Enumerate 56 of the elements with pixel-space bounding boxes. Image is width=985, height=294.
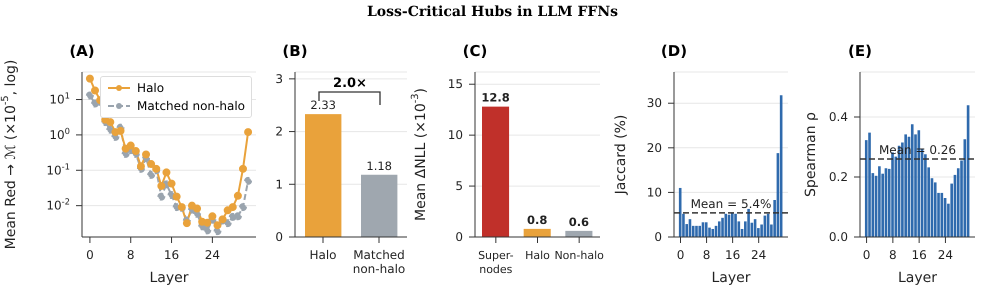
data-label: 1.18 <box>366 158 392 173</box>
x-tick-label: 16 <box>912 248 927 262</box>
y-tick-label: 2 <box>275 124 283 139</box>
chart-title: (C) <box>462 42 488 60</box>
y-tick-label: 10$^{1}$ <box>49 90 70 107</box>
y-tick-label: 0.2 <box>828 170 848 184</box>
x-tick-label: 8 <box>126 248 135 262</box>
chart-title: (D) <box>660 42 688 60</box>
legend-label: Matched non-halo <box>137 98 245 115</box>
y-tick-label: 0.4 <box>828 110 848 124</box>
x-tick-label: 24 <box>204 248 220 262</box>
y-tick-label: 10$^{0}$ <box>49 126 70 142</box>
x-axis-title: Layer <box>711 270 751 286</box>
y-tick-label: 10$^{-2}$ <box>46 196 70 213</box>
chart-title: (A) <box>68 42 96 60</box>
y-tick-label: 10$^{-1}$ <box>46 161 70 178</box>
y-tick-label: 3 <box>275 72 283 86</box>
annotation: 2.0× <box>332 76 368 91</box>
chart-title: (B) <box>281 42 309 60</box>
x-tick-label: 0 <box>86 248 94 262</box>
x-tick-label: 8 <box>889 248 897 262</box>
x-tick-label: 0 <box>676 248 684 262</box>
y-tick-label: 0.0 <box>828 230 848 244</box>
data-label: 0.6 <box>568 214 590 229</box>
x-tick-label: 8 <box>702 248 710 262</box>
data-label: 0.8 <box>527 212 548 227</box>
y-tick-label: 30 <box>646 96 662 110</box>
x-tick-label: 0 <box>862 248 870 262</box>
x-tick-label: Matched non-halo <box>352 248 406 276</box>
legend-label: Halo <box>137 80 164 97</box>
y-tick-label: 15 <box>448 77 463 92</box>
y-tick-label: 10 <box>646 185 662 200</box>
y-tick-label: 0 <box>654 230 662 244</box>
data-label: 12.8 <box>481 90 510 105</box>
y-tick-label: 5 <box>455 179 463 194</box>
text: Loss-Critical Hubs in LLM FFNs <box>366 4 620 20</box>
y-tick-label: 20 <box>646 140 662 155</box>
y-tick-label: 0 <box>275 230 283 244</box>
y-axis-title: Jaccard (%) <box>613 114 629 196</box>
x-tick-label: Halo <box>309 248 337 262</box>
ref-line-label: Mean = 5.4% <box>690 196 772 211</box>
x-tick-label: Non-halo <box>554 249 604 262</box>
x-tick-label: 24 <box>751 248 766 262</box>
x-tick-label: 16 <box>164 248 180 262</box>
y-tick-label: 1 <box>275 177 283 192</box>
y-tick-label: 10 <box>448 128 463 142</box>
x-tick-label: 24 <box>938 248 954 262</box>
x-tick-label: Super- nodes <box>478 249 514 276</box>
y-axis-title: Spearman ρ <box>803 112 819 197</box>
chart-title: (E) <box>847 42 873 60</box>
y-tick-label: 0 <box>455 230 463 244</box>
x-axis-title: Layer <box>898 270 938 286</box>
x-tick-label: 16 <box>724 248 740 262</box>
x-tick-label: Halo <box>525 249 550 262</box>
data-label: 2.33 <box>310 98 336 112</box>
x-axis-title: Layer <box>149 270 189 286</box>
